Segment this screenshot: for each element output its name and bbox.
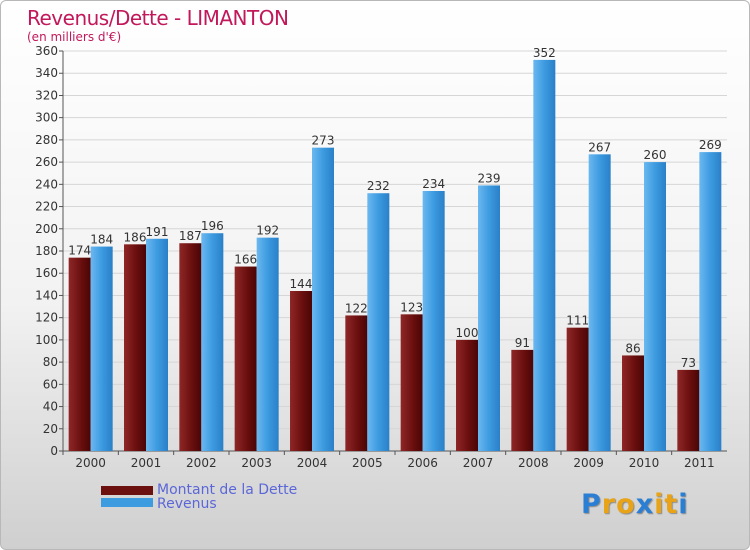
- bar-revenus: [533, 59, 556, 452]
- y-tick-label: 200: [35, 222, 58, 236]
- value-label-revenus: 232: [367, 179, 390, 193]
- value-label-revenus: 273: [312, 134, 335, 148]
- value-label-revenus: 267: [588, 140, 611, 154]
- value-label-debt: 123: [400, 300, 423, 314]
- y-tick-label: 260: [35, 155, 58, 169]
- y-tick-label: 100: [35, 333, 58, 347]
- bar-revenus: [588, 154, 611, 452]
- unit-label: (en milliers d'€): [27, 30, 122, 44]
- bar-debt: [622, 355, 644, 451]
- value-label-debt: 86: [625, 341, 640, 355]
- value-label-debt: 73: [681, 356, 696, 370]
- bar-debt: [290, 291, 312, 451]
- bar-revenus: [146, 238, 168, 451]
- value-label-debt: 122: [345, 301, 368, 315]
- axes: 0 20 40 60 80 100 120 140 160 180 200 220 240 260 280 3…: [35, 44, 727, 470]
- y-tick-label: 220: [35, 200, 58, 214]
- value-label-debt: 144: [290, 277, 313, 291]
- chart-title: Revenus/Dette - LIMANTON: [27, 6, 289, 30]
- proxiti-logo: Proxiti: [581, 489, 689, 520]
- bar-revenus: [201, 233, 224, 451]
- bar-debt: [345, 315, 368, 451]
- y-tick-label: 40: [43, 400, 58, 414]
- bar-debt: [456, 339, 478, 451]
- value-label-revenus: 239: [478, 171, 501, 185]
- x-tick-label: 2004: [297, 456, 328, 470]
- logo-letter: P: [581, 489, 602, 520]
- y-tick-label: 140: [35, 288, 58, 302]
- value-label-debt: 166: [234, 253, 257, 267]
- value-label-debt: 100: [456, 326, 479, 340]
- bar-debt: [179, 243, 202, 451]
- legend-swatch-debt: [101, 486, 153, 495]
- y-tick-label: 160: [35, 266, 58, 280]
- value-label-debt: 91: [515, 336, 530, 350]
- x-tick-label: 2002: [186, 456, 217, 470]
- legend-label-debt: Montant de la Dette: [157, 482, 298, 498]
- value-label-debt: 186: [124, 230, 147, 244]
- logo-letter: i: [654, 489, 665, 520]
- bar-revenus: [422, 191, 445, 451]
- x-tick-label: 2011: [684, 456, 715, 470]
- y-tick-label: 180: [35, 244, 58, 258]
- x-tick-label: 2000: [75, 456, 106, 470]
- y-tick-label: 20: [43, 422, 58, 436]
- bar-revenus: [367, 193, 390, 451]
- value-label-revenus: 191: [146, 225, 169, 239]
- value-label-revenus: 184: [90, 233, 113, 247]
- y-tick-label: 360: [35, 44, 58, 58]
- value-label-debt: 174: [68, 244, 91, 258]
- bar-debt: [511, 349, 534, 451]
- x-tick-label: 2008: [518, 456, 549, 470]
- value-label-debt: 111: [566, 314, 589, 328]
- x-tick-label: 2007: [463, 456, 494, 470]
- logo-letter: t: [664, 489, 679, 520]
- y-tick-label: 340: [35, 66, 58, 80]
- value-label-revenus: 234: [422, 177, 445, 191]
- y-tick-label: 0: [50, 444, 58, 458]
- y-tick-label: 240: [35, 177, 58, 191]
- y-tick-label: 60: [43, 377, 58, 391]
- legend-label-revenus: Revenus: [157, 496, 217, 512]
- value-label-revenus: 269: [699, 138, 722, 152]
- value-label-revenus: 196: [201, 219, 224, 233]
- logo-letter: i: [678, 489, 689, 520]
- x-tick-label: 2005: [352, 456, 383, 470]
- bar-debt: [566, 327, 589, 451]
- bar-revenus: [644, 162, 666, 451]
- logo-letter: r: [601, 489, 617, 520]
- bar-debt: [124, 244, 146, 451]
- bar-debt: [234, 266, 257, 451]
- bar-debt: [400, 314, 423, 451]
- value-label-revenus: 260: [644, 148, 667, 162]
- bar-revenus: [478, 185, 500, 451]
- y-tick-label: 320: [35, 88, 58, 102]
- bar-revenus: [256, 237, 279, 451]
- x-tick-label: 2006: [407, 456, 438, 470]
- bar-debt: [68, 257, 91, 451]
- value-label-revenus: 352: [533, 46, 556, 60]
- logo-letter: x: [635, 489, 655, 520]
- legend-swatch-revenus: [101, 498, 153, 507]
- bar-debt: [677, 369, 700, 451]
- bar-revenus: [90, 246, 113, 451]
- y-tick-label: 120: [35, 311, 58, 325]
- bar-revenus: [699, 152, 722, 451]
- bars: [68, 59, 722, 452]
- x-tick-label: 2001: [131, 456, 162, 470]
- bar-revenus: [312, 147, 334, 451]
- value-label-revenus: 192: [256, 224, 279, 238]
- logo-letter: o: [616, 489, 636, 520]
- y-tick-label: 80: [43, 355, 58, 369]
- x-tick-label: 2003: [241, 456, 272, 470]
- y-tick-label: 280: [35, 133, 58, 147]
- x-tick-label: 2009: [573, 456, 604, 470]
- value-label-debt: 187: [179, 229, 202, 243]
- x-tick-label: 2010: [629, 456, 660, 470]
- y-tick-label: 300: [35, 111, 58, 125]
